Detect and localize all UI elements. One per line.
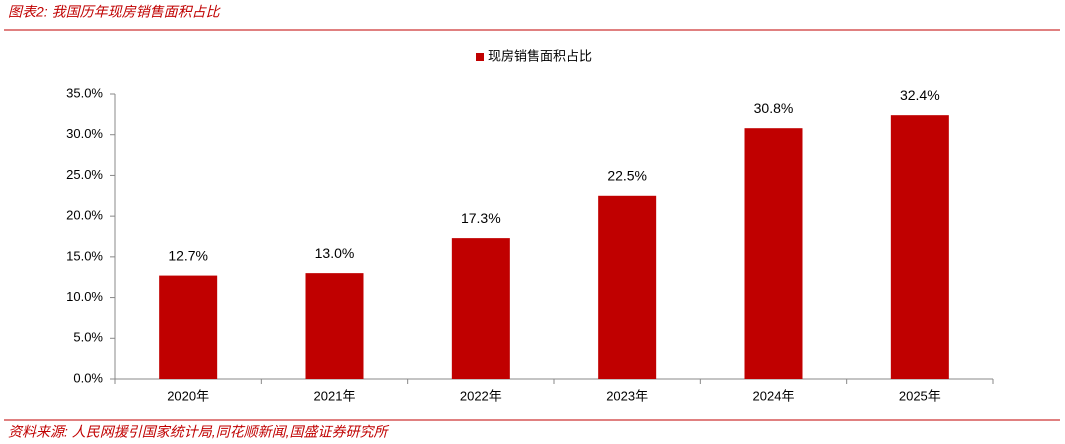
- y-tick-label: 35.0%: [66, 85, 103, 100]
- x-tick-label: 2022年: [460, 388, 502, 403]
- figure-title: 图表2: 我国历年现房销售面积占比: [8, 4, 222, 20]
- y-tick-label: 0.0%: [73, 370, 103, 385]
- x-tick-label: 2023年: [606, 388, 648, 403]
- x-tick-label: 2021年: [314, 388, 356, 403]
- value-label: 12.7%: [168, 247, 208, 263]
- bar: [744, 128, 803, 379]
- bar: [598, 195, 657, 379]
- bar: [451, 238, 510, 379]
- value-label: 32.4%: [900, 87, 940, 103]
- y-tick-label: 5.0%: [73, 330, 103, 345]
- y-tick-label: 10.0%: [66, 289, 103, 304]
- bar: [159, 275, 218, 379]
- value-label: 30.8%: [754, 100, 794, 116]
- x-tick-label: 2020年: [167, 388, 209, 403]
- legend-label: 现房销售面积占比: [488, 48, 592, 63]
- source: 资料来源: 人民网援引国家统计局,同花顺新闻,国盛证券研究所: [8, 424, 390, 440]
- bar: [890, 115, 949, 380]
- y-tick-label: 25.0%: [66, 167, 103, 182]
- x-tick-label: 2024年: [753, 388, 795, 403]
- value-label: 13.0%: [315, 245, 355, 261]
- y-tick-label: 20.0%: [66, 208, 103, 223]
- y-tick-label: 30.0%: [66, 126, 103, 141]
- value-label: 17.3%: [461, 210, 501, 226]
- legend-swatch: [476, 53, 484, 61]
- x-tick-label: 2025年: [899, 388, 941, 403]
- bar: [305, 273, 364, 379]
- value-label: 22.5%: [607, 167, 647, 183]
- y-tick-label: 15.0%: [66, 248, 103, 263]
